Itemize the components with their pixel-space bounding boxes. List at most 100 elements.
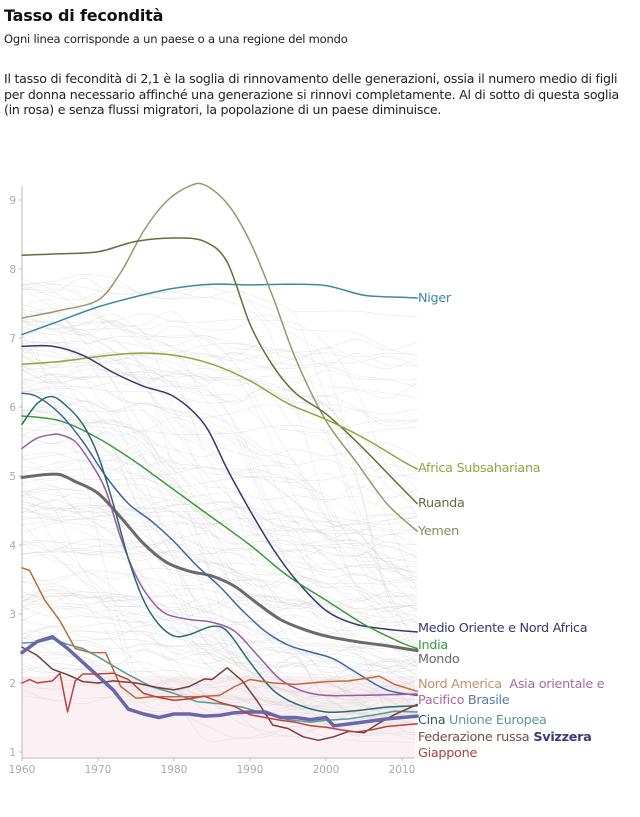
country-line	[21, 501, 418, 666]
series-label: Africa Subsahariana	[418, 461, 540, 476]
country-line	[21, 436, 418, 725]
country-line	[21, 418, 418, 701]
series-label-row: Federazione russa Svizzera	[418, 730, 591, 745]
axes: 1 2 3 4 5 6 7 8 9 1960 1970 1980 1990 2000 2010	[9, 186, 416, 776]
country-line	[21, 524, 418, 673]
country-line	[21, 299, 418, 724]
x-tick-label: 1970	[85, 764, 112, 776]
country-line	[21, 634, 418, 714]
country-line	[21, 307, 418, 502]
series-labels: Niger Africa Subsahariana Ruanda Yemen Medio…	[417, 291, 605, 761]
series-label: Medio Oriente e Nord Africa	[418, 621, 587, 636]
country-line	[21, 391, 418, 558]
series-line-giappone	[21, 672, 418, 733]
country-line	[21, 517, 418, 535]
series-label: Nord America	[418, 677, 502, 692]
highlighted-series	[20, 182, 419, 742]
country-line	[21, 422, 418, 644]
series-line-unione-europea	[21, 638, 418, 724]
country-line	[21, 668, 418, 703]
series-line-brasile	[21, 392, 418, 697]
country-line	[21, 476, 418, 586]
series-label: Asia orientale e	[502, 677, 605, 692]
country-line	[21, 593, 418, 648]
series-line-yemen	[21, 182, 418, 532]
country-line	[21, 541, 418, 668]
series-line-niger	[21, 283, 418, 336]
country-background-lines	[21, 274, 418, 743]
country-line	[21, 423, 418, 612]
country-line	[21, 368, 418, 435]
series-line-svizzera	[20, 635, 419, 728]
series-line-asia-orientale-e-pacifico	[21, 433, 418, 697]
country-line	[21, 402, 418, 418]
country-line	[21, 568, 418, 669]
country-line	[21, 554, 418, 738]
country-line	[21, 669, 418, 697]
country-line	[21, 682, 418, 708]
country-line	[21, 364, 418, 689]
series-line-mondo	[20, 472, 419, 653]
series-label: Svizzera	[529, 730, 591, 745]
y-tick-label: 1	[9, 747, 16, 759]
x-tick-label: 1990	[237, 764, 264, 776]
series-label: Brasile	[464, 693, 510, 708]
country-line	[21, 283, 418, 317]
series-label: Ruanda	[418, 496, 465, 511]
series-label: Yemen	[417, 524, 459, 539]
x-tick-label: 2010	[389, 764, 416, 776]
country-line	[21, 467, 418, 489]
country-line	[21, 361, 418, 426]
country-line	[21, 504, 418, 536]
country-line	[21, 433, 418, 602]
y-tick-label: 3	[9, 609, 16, 621]
country-line	[21, 370, 418, 399]
country-line	[21, 451, 418, 605]
country-line	[21, 274, 418, 654]
country-line	[21, 660, 418, 737]
country-line	[21, 367, 418, 383]
chart-description: Il tasso di fecondità di 2,1 è la soglia…	[4, 71, 619, 117]
x-tick-label: 1960	[9, 764, 36, 776]
country-line	[21, 488, 418, 546]
country-line	[21, 623, 418, 639]
y-tick-label: 5	[9, 471, 16, 483]
country-line	[21, 387, 418, 693]
series-label-row: Cina Unione Europea	[418, 713, 547, 728]
country-line	[21, 589, 418, 712]
country-line	[21, 386, 418, 423]
country-line	[21, 472, 418, 510]
country-line	[21, 400, 418, 602]
country-line	[21, 278, 418, 473]
series-line-medio-oriente-e-nord-africa	[21, 344, 418, 633]
country-line	[21, 287, 418, 546]
country-line	[21, 596, 418, 661]
series-label-row: Nord America Asia orientale e	[418, 677, 605, 692]
country-line	[21, 549, 418, 623]
country-line	[21, 593, 418, 678]
country-line	[21, 594, 418, 664]
country-line	[21, 507, 418, 576]
country-line	[21, 318, 418, 370]
country-line	[21, 442, 418, 458]
y-tick-label: 4	[9, 540, 16, 552]
series-label: Pacifico	[418, 693, 465, 708]
series-label-row: Giappone	[418, 746, 477, 761]
x-tick-label: 2000	[313, 764, 340, 776]
series-line-africa-subsahariana	[21, 352, 418, 470]
country-line	[21, 321, 418, 367]
country-line	[21, 321, 418, 582]
country-line	[21, 499, 418, 524]
chart-subtitle: Ogni linea corrisponde a un paese o a un…	[4, 32, 348, 46]
country-line	[21, 308, 418, 563]
country-line	[21, 663, 418, 680]
series-label-row: Pacifico Brasile	[418, 693, 510, 708]
country-line	[21, 386, 418, 662]
country-line	[21, 412, 418, 579]
country-line	[21, 516, 418, 725]
country-line	[21, 499, 418, 623]
country-line	[21, 543, 418, 559]
country-line	[21, 313, 418, 357]
series-line-cina	[21, 395, 418, 714]
